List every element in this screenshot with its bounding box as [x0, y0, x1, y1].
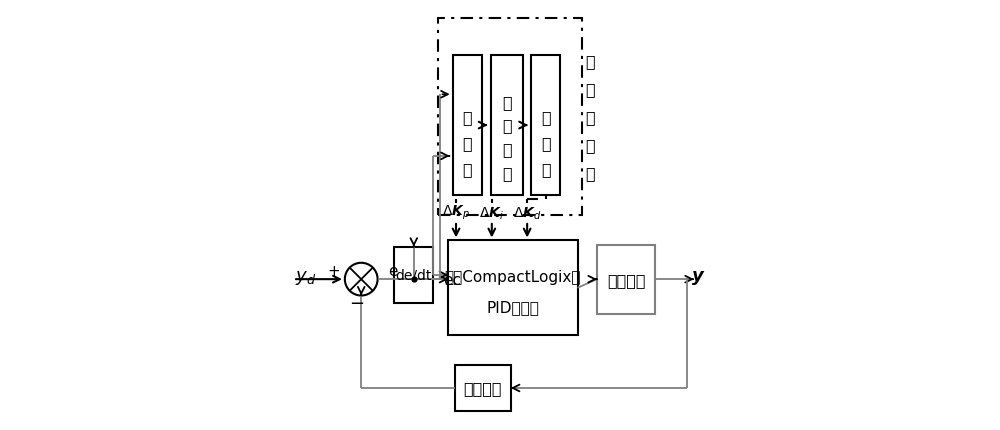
- Text: 模: 模: [585, 54, 595, 69]
- Text: ec: ec: [443, 272, 461, 287]
- Bar: [491, 56, 523, 196]
- Text: −: −: [349, 295, 364, 313]
- Bar: [438, 19, 582, 215]
- Text: $\Delta \boldsymbol{K}_p$: $\Delta \boldsymbol{K}_p$: [442, 204, 470, 222]
- Text: 糊: 糊: [502, 118, 511, 133]
- Text: +: +: [328, 264, 340, 279]
- Text: PID调节器: PID调节器: [486, 300, 539, 314]
- Bar: [453, 56, 482, 196]
- Text: $\boldsymbol{y_d}$: $\boldsymbol{y_d}$: [295, 268, 317, 286]
- Text: 处理单元: 处理单元: [464, 381, 502, 396]
- Text: 糊: 糊: [462, 135, 472, 150]
- Bar: [455, 366, 511, 411]
- Text: 化: 化: [541, 161, 550, 176]
- Text: 模: 模: [462, 110, 472, 125]
- Bar: [394, 247, 433, 303]
- Bar: [448, 241, 578, 335]
- Text: 晰: 晰: [541, 135, 550, 150]
- Text: 模: 模: [502, 95, 511, 110]
- Text: $\Delta \boldsymbol{K}_i$: $\Delta \boldsymbol{K}_i$: [479, 205, 504, 221]
- Text: 制: 制: [585, 138, 595, 153]
- Text: 清: 清: [541, 110, 550, 125]
- Bar: [597, 245, 655, 314]
- Text: 被控对象: 被控对象: [607, 272, 645, 287]
- Bar: [531, 56, 560, 196]
- Text: 器: 器: [585, 166, 595, 181]
- Text: $\Delta \boldsymbol{K}_d$: $\Delta \boldsymbol{K}_d$: [513, 205, 541, 221]
- Text: 化: 化: [462, 161, 472, 176]
- Text: e: e: [388, 264, 398, 278]
- Text: de/dt: de/dt: [396, 268, 432, 282]
- Text: 控: 控: [585, 110, 595, 125]
- Text: 理: 理: [502, 166, 511, 181]
- Text: $\boldsymbol{y}$: $\boldsymbol{y}$: [691, 268, 705, 286]
- Text: 基于CompactLogix的: 基于CompactLogix的: [445, 269, 581, 284]
- Text: 推: 推: [502, 142, 511, 157]
- Text: 糊: 糊: [585, 82, 595, 97]
